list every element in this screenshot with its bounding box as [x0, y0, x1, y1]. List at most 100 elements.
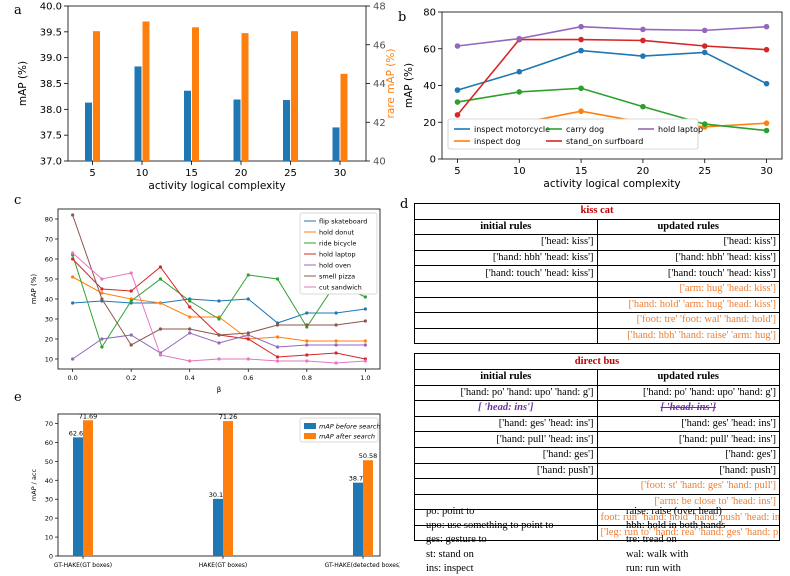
data-point — [188, 315, 192, 319]
panel-label-a: a — [14, 3, 22, 18]
y-tick-label: 20 — [45, 515, 53, 523]
column-header-updated: updated rules — [596, 218, 780, 236]
data-point — [763, 120, 770, 126]
series-line-hold-laptop — [457, 25, 767, 47]
bar-mAP-after-search — [83, 420, 93, 556]
rule-cell-updated: ['foot: tre' 'foot: wal' 'hand: hold'] — [596, 312, 780, 329]
y-tick-label: 37.0 — [40, 157, 62, 168]
data-point — [217, 333, 221, 337]
bar-rare-map — [192, 27, 199, 161]
y-axis-label: mAP (%) — [17, 61, 29, 106]
y-tick-label: 40 — [45, 477, 53, 485]
data-point — [217, 357, 221, 361]
data-point — [701, 49, 708, 56]
data-point — [158, 277, 163, 281]
bar-rare-map — [340, 73, 348, 161]
table-row: ['hand: ges' 'head: ins'] ['hand: ges' 'h… — [414, 415, 780, 433]
data-point — [334, 339, 338, 343]
rule-cell-updated: ['hand: touch' 'head: kiss'] — [596, 265, 780, 282]
y-tick-label: 38.5 — [40, 79, 62, 90]
x-tick-label: 0.8 — [302, 374, 312, 382]
x-tick-label: HAKE(GT boxes) — [199, 562, 248, 569]
rule-cell-updated: [ 'head: ins'] — [596, 400, 780, 417]
data-point — [246, 297, 250, 301]
data-point — [246, 337, 250, 341]
y-tick-label: 70 — [45, 236, 53, 244]
data-point — [129, 333, 133, 337]
x-tick-label: GT-HAKE(GT boxes) — [54, 562, 112, 569]
chart-a: 37.0 37.5 38.0 38.5 39.0 39.5 40.0 40 42 44 46 48 5 1… — [17, 2, 397, 193]
legend-label: hold laptop — [319, 251, 356, 259]
chart-c: 10 20 30 40 50 60 70 80 0.0 0.2 0.4 0.6 0.8 1.0 flip s… — [30, 208, 381, 394]
legend-box — [447, 118, 699, 150]
abbreviation-item: tre: tread on — [626, 534, 677, 546]
x-tick-label: 15 — [185, 168, 198, 179]
y-axis-label: mAP (%) — [403, 63, 415, 108]
data-point — [71, 275, 75, 279]
abbreviation-item: st: stand on — [426, 548, 474, 560]
table-row: ['arm: be close to' 'head: ins'] — [414, 493, 780, 511]
legend-label: carry dog — [566, 125, 604, 134]
data-point — [578, 85, 584, 92]
legend-label: hold laptop — [658, 125, 703, 134]
x-tick-label: 5 — [89, 168, 95, 179]
x-tick-label: 5 — [454, 166, 460, 177]
legend-label: flip skateboard — [319, 218, 367, 226]
data-point — [100, 287, 104, 291]
bar-rare-map — [93, 31, 100, 161]
x-tick-label: GT-HAKE(detected boxes) — [325, 562, 400, 569]
abbreviation-item: ins: inspect — [426, 562, 474, 574]
x-tick-label: 20 — [235, 168, 248, 179]
data-point — [701, 121, 708, 127]
data-point — [334, 361, 338, 365]
data-point — [217, 341, 221, 345]
bar-mAP-before-search — [213, 498, 223, 556]
y-tick-label: 40 — [423, 81, 436, 92]
data-point — [188, 359, 192, 363]
data-point — [188, 299, 192, 303]
y-tick-label: 39.0 — [40, 53, 62, 64]
y-axis-label: mAP (%) — [30, 274, 38, 304]
rule-cell-initial — [414, 478, 598, 495]
rule-cell-initial: ['hand: push'] — [414, 462, 598, 480]
data-point — [701, 43, 708, 49]
data-point — [275, 345, 280, 349]
y-axis-label: mAP / acc — [30, 469, 38, 502]
y-tick-label: 20 — [423, 118, 436, 129]
data-point — [305, 353, 309, 357]
y-tick-label: 37.5 — [40, 131, 62, 142]
rules-tables: kiss cat initial rules updated rules ['h… — [414, 203, 784, 542]
data-point — [275, 359, 280, 363]
bar-rare-map — [291, 31, 298, 161]
abbreviation-item: upo: use something to point to — [426, 520, 554, 532]
abbreviation-column-left: po: point to upo: use something to point … — [426, 505, 553, 576]
legend-box — [299, 212, 378, 295]
y-tick-label: 70 — [45, 420, 53, 428]
x-tick-label: 30 — [760, 166, 773, 177]
panel-label-e: e — [14, 390, 22, 405]
data-point — [334, 343, 338, 347]
bar-rare-map — [142, 21, 150, 161]
data-point — [275, 323, 280, 327]
y-tick-label: 50 — [45, 276, 53, 284]
table-title: kiss cat — [414, 203, 780, 220]
legend-label: hold donut — [319, 229, 354, 237]
data-point — [763, 23, 770, 30]
rule-cell-updated: ['hand: ges'] — [596, 446, 780, 464]
data-point — [363, 339, 367, 343]
data-point — [516, 89, 523, 95]
abbreviation-item: ges: gesture to — [426, 534, 487, 546]
abbreviation-item: raise: raise (over head) — [626, 506, 722, 517]
table-row: ['head: kiss'] ['head: kiss'] — [414, 234, 780, 251]
data-point — [516, 35, 523, 42]
abbreviation-column-right: raise: raise (over head) hbh: hold in bot… — [626, 505, 725, 576]
data-point — [188, 305, 192, 309]
legend-swatch — [304, 433, 316, 439]
y-tick-label: 80 — [423, 8, 436, 19]
rule-cell-updated: ['foot: st' 'hand: ges' 'hand: pull'] — [596, 478, 780, 495]
data-point — [763, 127, 770, 134]
series-line-stand-on-surfboard — [456, 38, 767, 116]
legend-label: hold oven — [319, 262, 351, 270]
y-tick-label: 30 — [45, 316, 53, 324]
bar-map — [233, 99, 241, 161]
